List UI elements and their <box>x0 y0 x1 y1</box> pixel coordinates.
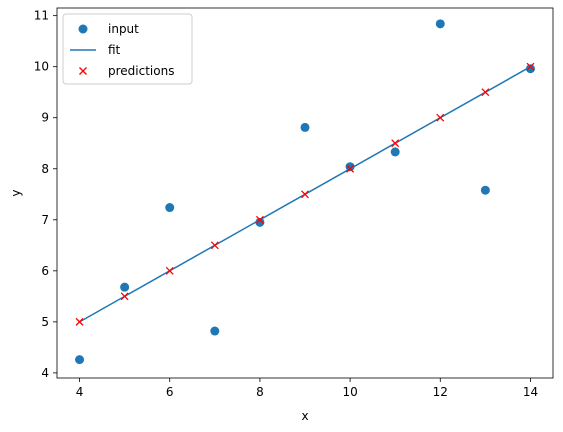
input-point <box>390 147 400 157</box>
legend-input-label: input <box>108 22 139 36</box>
input-point <box>300 122 310 132</box>
predictions-point <box>526 62 535 71</box>
predictions-point <box>391 139 400 148</box>
x-tick-label: 14 <box>523 385 538 399</box>
input-point <box>435 19 445 29</box>
input-point <box>525 64 535 74</box>
axes-frame <box>56 7 554 379</box>
x-tick-label: 6 <box>166 385 174 399</box>
y-axis-label: y <box>9 189 23 196</box>
legend-input-marker <box>78 24 88 34</box>
input-point <box>255 217 265 227</box>
input-point <box>345 162 355 172</box>
y-tick-label: 8 <box>41 162 49 176</box>
input-point <box>480 185 490 195</box>
x-tick-label: 4 <box>76 385 84 399</box>
predictions-point <box>120 292 129 301</box>
x-tick-label: 10 <box>342 385 357 399</box>
legend-fit-label: fit <box>108 43 121 57</box>
input-point <box>120 282 130 292</box>
legend-predictions-label: predictions <box>108 64 174 78</box>
y-tick-label: 4 <box>41 366 49 380</box>
predictions-point <box>210 241 219 250</box>
predictions-point <box>436 113 445 122</box>
legend-box <box>62 13 193 85</box>
y-tick-label: 5 <box>41 315 49 329</box>
input-point <box>165 203 175 213</box>
predictions-point <box>165 266 174 275</box>
predictions-point <box>75 317 84 326</box>
predictions-point <box>255 215 264 224</box>
y-tick-label: 9 <box>41 111 49 125</box>
legend-predictions-marker <box>79 67 87 75</box>
predictions-point <box>346 164 355 173</box>
plot-area <box>75 19 535 365</box>
x-axis-label: x <box>301 409 308 423</box>
x-tick-label: 12 <box>433 385 448 399</box>
y-tick-label: 7 <box>41 213 49 227</box>
ticks: 4 6 8 10 12 14 4 5 6 7 8 9 10 11 <box>34 9 538 399</box>
input-point <box>75 355 85 365</box>
predictions-point <box>301 190 309 199</box>
y-tick-label: 6 <box>41 264 49 278</box>
legend: input fit predictions <box>62 13 193 85</box>
x-tick-label: 8 <box>256 385 264 399</box>
y-tick-label: 10 <box>34 60 49 74</box>
y-tick-label: 11 <box>34 9 49 23</box>
predictions-point <box>481 88 490 97</box>
input-point <box>210 326 220 336</box>
